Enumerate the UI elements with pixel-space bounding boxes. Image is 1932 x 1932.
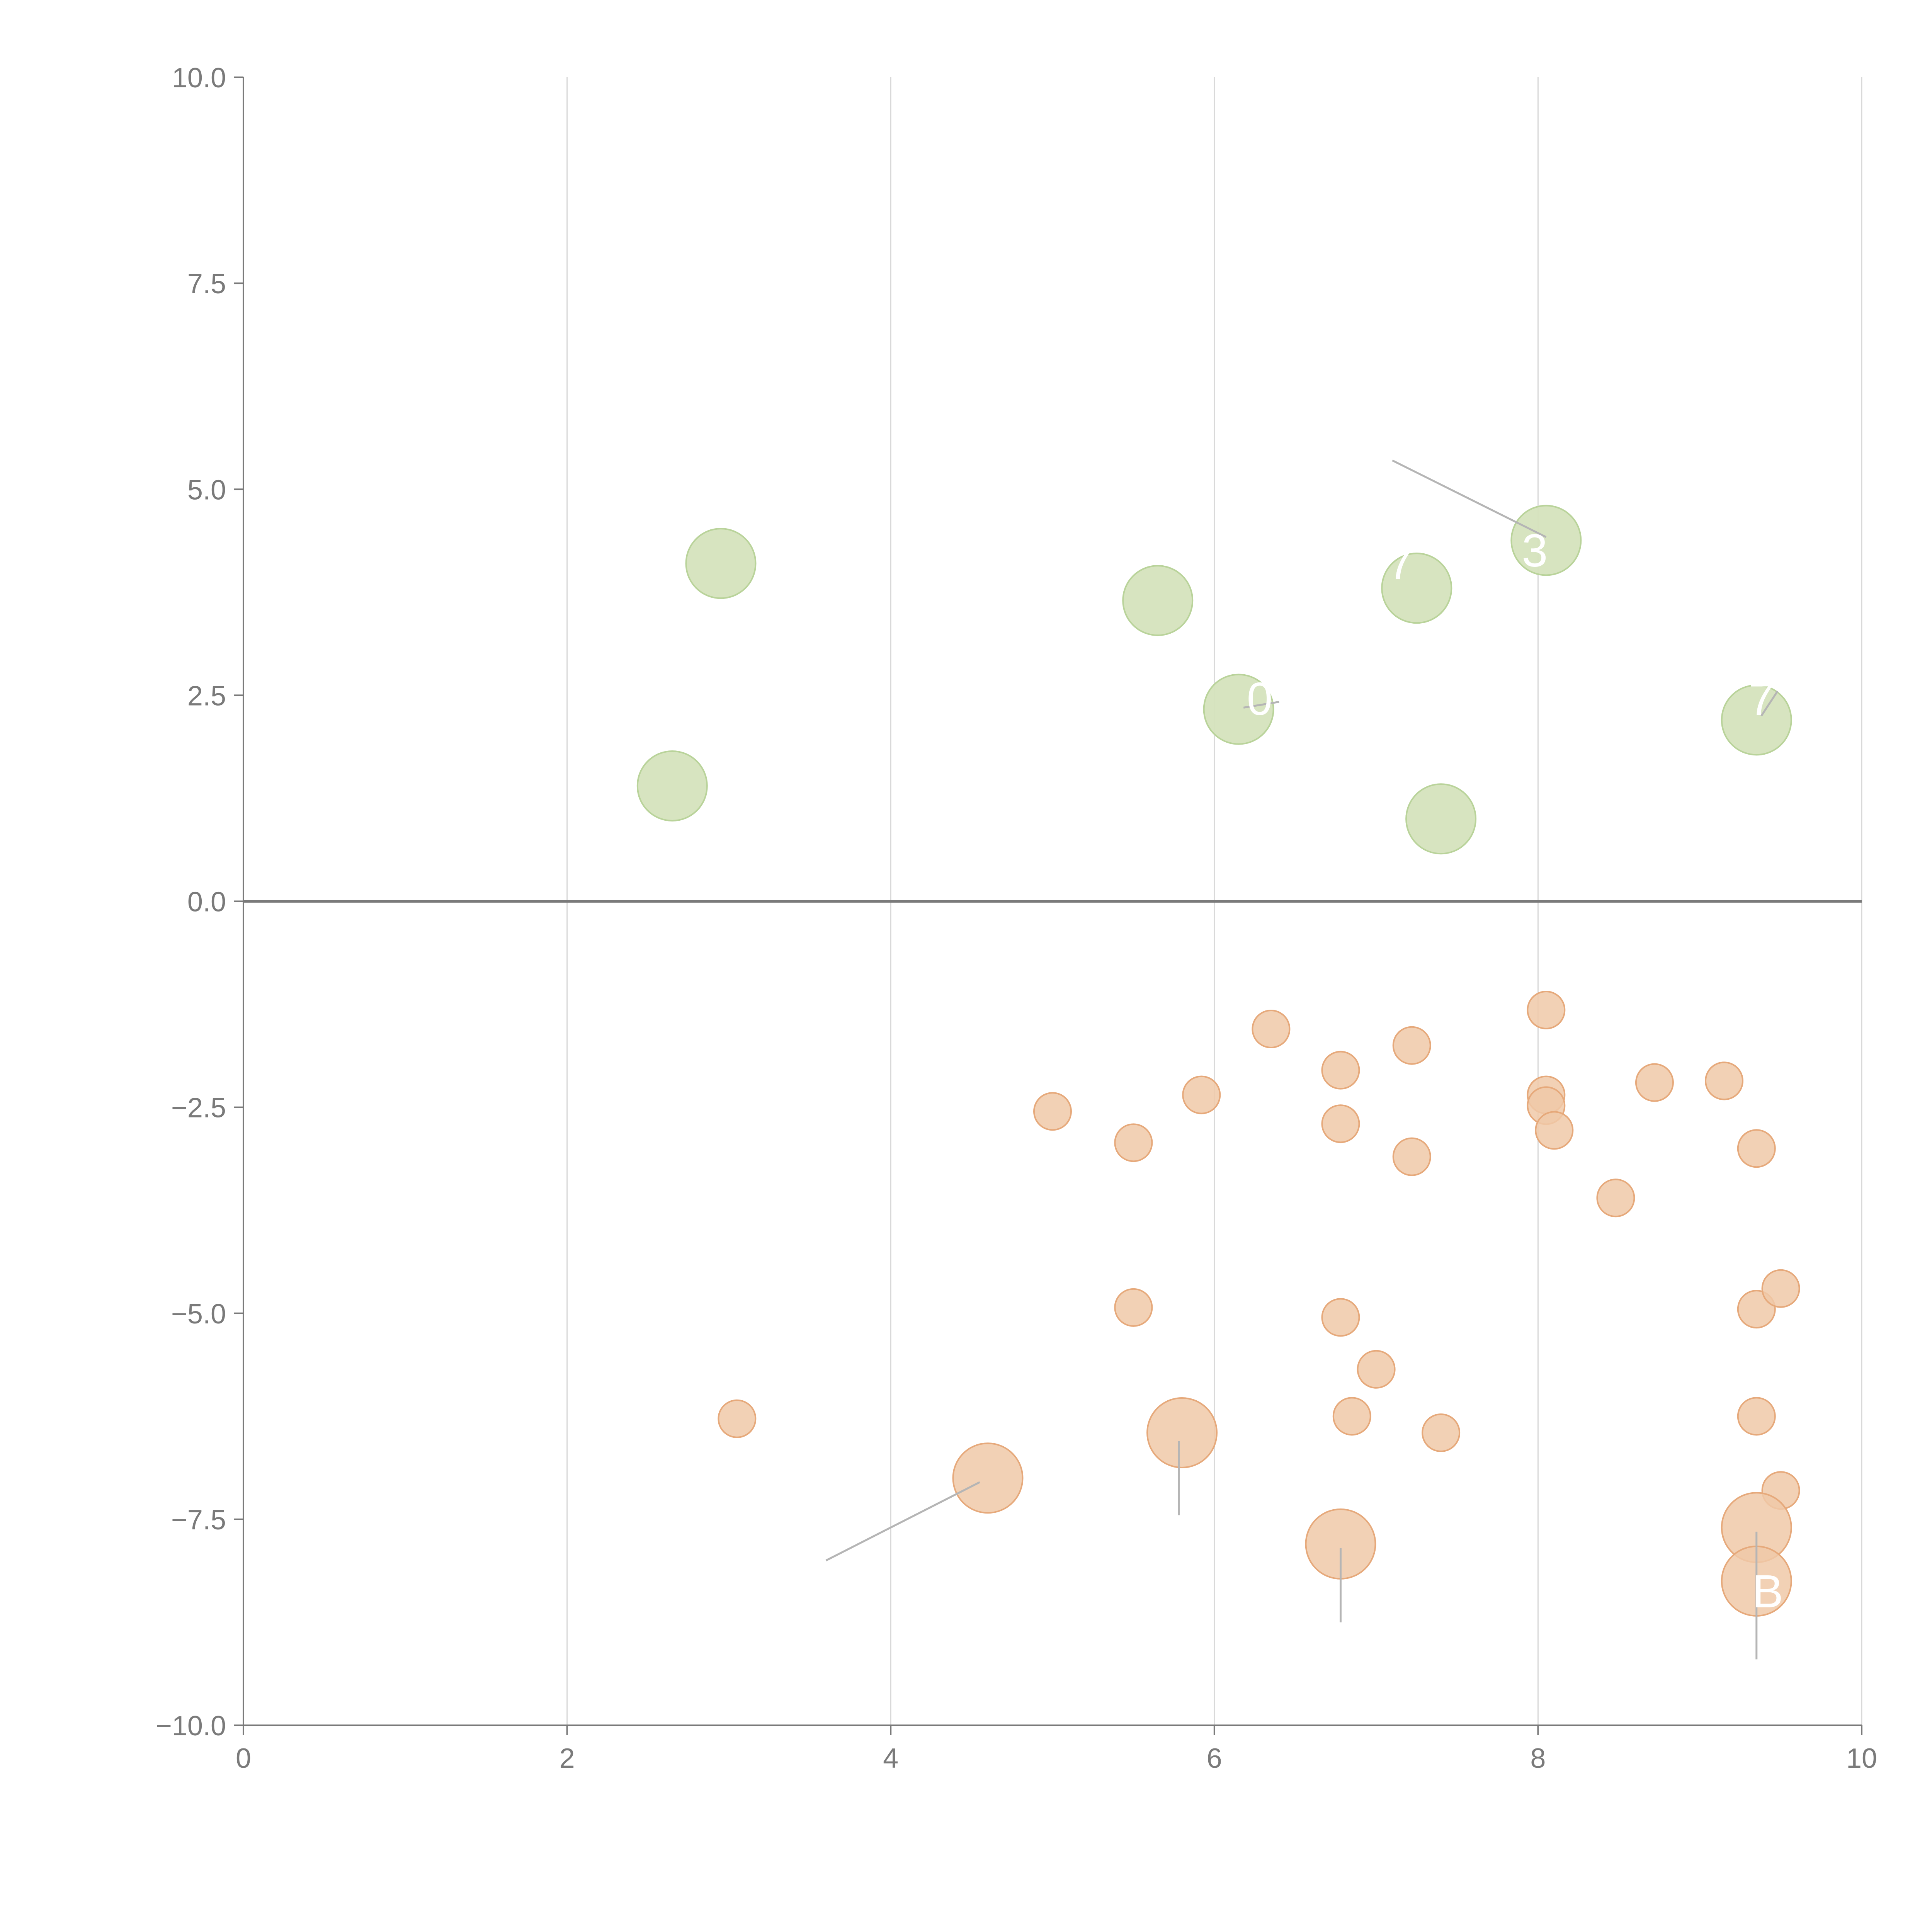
x-tick-label: 0	[236, 1743, 251, 1774]
negative-point-4	[1114, 1288, 1153, 1327]
negative-point-27	[1737, 1397, 1776, 1436]
callout-leader-7	[825, 1481, 980, 1561]
positive-point-5	[1405, 783, 1477, 855]
y-tick-label: −10.0	[156, 1711, 226, 1742]
x-tick-label: 4	[883, 1743, 898, 1774]
callout-label-3: 7	[1748, 673, 1774, 725]
callout-label-0: 3	[1522, 525, 1548, 577]
negative-point-17	[1527, 990, 1566, 1029]
negative-point-20	[1535, 1111, 1574, 1150]
negative-point-16	[1422, 1413, 1461, 1452]
y-tick-label: 2.5	[187, 680, 226, 711]
y-tick-label: 10.0	[172, 63, 226, 94]
positive-point-0	[685, 528, 757, 599]
negative-point-24	[1737, 1129, 1776, 1168]
negative-point-9	[1321, 1104, 1360, 1143]
negative-point-2	[1033, 1092, 1072, 1131]
positive-point-1	[636, 750, 708, 821]
negative-point-10	[1321, 1298, 1360, 1337]
y-tick-label: −7.5	[171, 1505, 226, 1536]
callout-leader-0	[1392, 459, 1547, 538]
negative-point-14	[1392, 1026, 1431, 1065]
y-tick-label: 7.5	[187, 269, 226, 299]
negative-point-7	[1252, 1010, 1291, 1049]
callout-leader-3	[1760, 690, 1779, 717]
x-tick-label: 6	[1207, 1743, 1222, 1774]
y-tick-label: 5.0	[187, 474, 226, 505]
y-tick-label: −2.5	[171, 1093, 226, 1124]
negative-point-13	[1357, 1350, 1396, 1389]
x-tick-label: 8	[1530, 1743, 1546, 1774]
y-tick-label: −5.0	[171, 1299, 226, 1330]
positive-point-2	[1122, 565, 1194, 636]
negative-point-11	[1332, 1397, 1371, 1436]
positive-point-3	[1203, 673, 1274, 745]
positive-point-7	[1721, 684, 1792, 756]
x-tick-label: 2	[560, 1743, 575, 1774]
negative-point-0	[718, 1399, 757, 1438]
negative-point-26	[1761, 1269, 1800, 1308]
callout-label-1: 7	[1388, 537, 1413, 589]
negative-point-23	[1705, 1061, 1744, 1100]
callout-label-4: B	[1752, 1566, 1783, 1617]
negative-point-5	[1146, 1397, 1218, 1468]
x-tick-label: 10	[1846, 1743, 1877, 1774]
negative-point-8	[1321, 1051, 1360, 1090]
positive-point-4	[1381, 553, 1452, 624]
negative-point-3	[1114, 1123, 1153, 1162]
negative-point-6	[1182, 1075, 1221, 1114]
y-tick-label: 0.0	[187, 887, 226, 918]
callout-label-2: 0	[1247, 673, 1273, 725]
callout-leader-2	[1243, 701, 1279, 709]
negative-point-15	[1392, 1137, 1431, 1176]
negative-point-22	[1635, 1063, 1674, 1102]
positive-point-6	[1510, 505, 1582, 576]
negative-point-21	[1596, 1179, 1635, 1218]
negative-point-1	[952, 1442, 1024, 1514]
